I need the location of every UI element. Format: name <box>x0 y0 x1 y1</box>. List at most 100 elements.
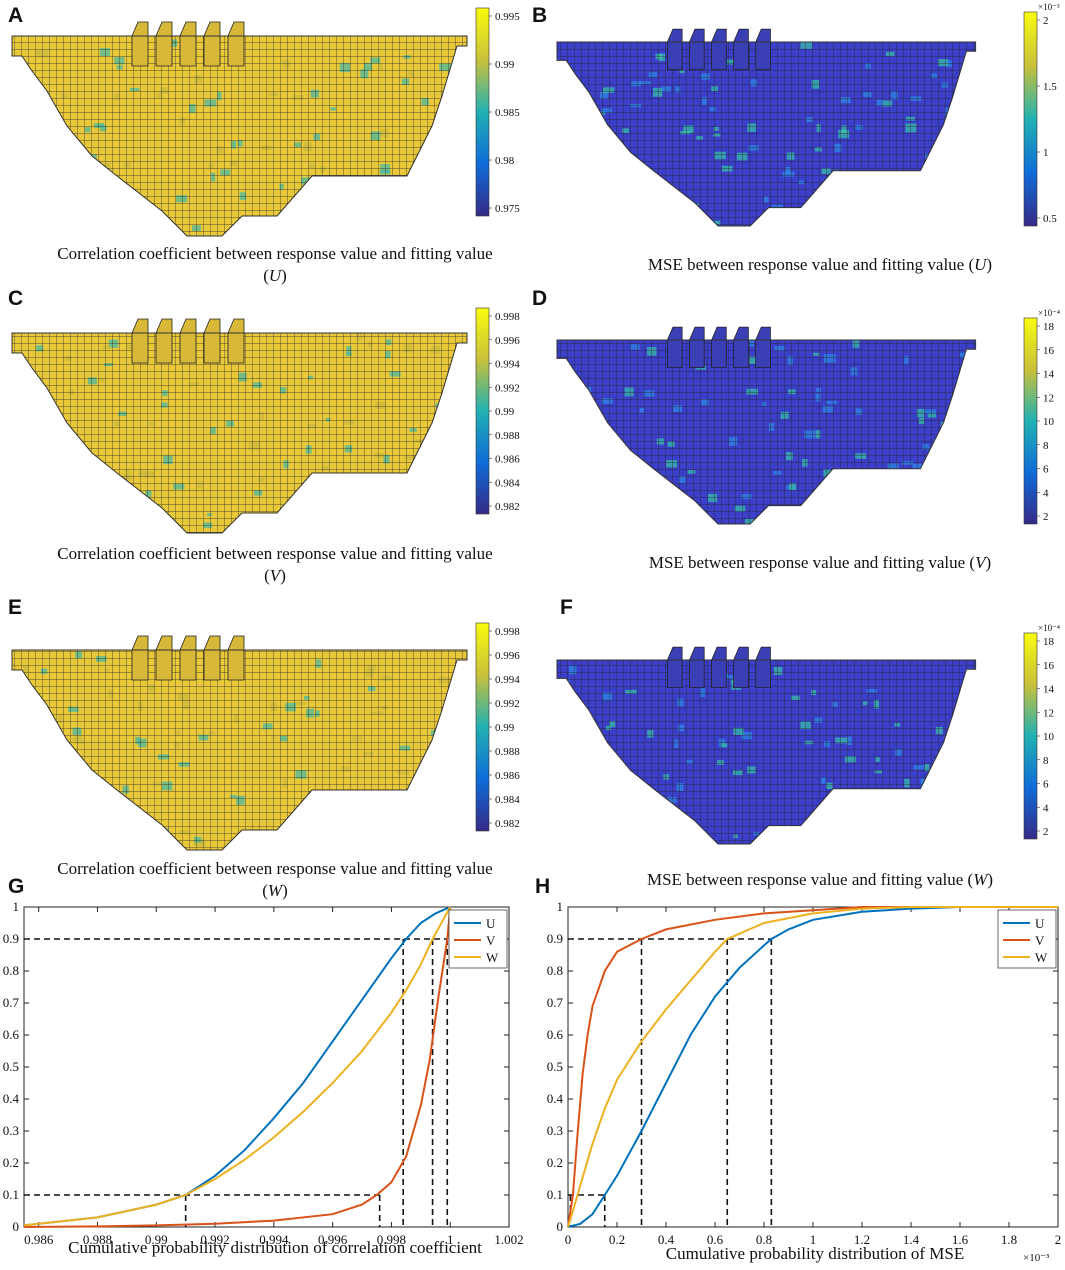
caption-f: MSE between response value and fitting v… <box>646 870 994 889</box>
dam-pier <box>227 318 245 364</box>
caption-b-var: U <box>974 255 987 274</box>
x-tick-label: 1.4 <box>903 1232 920 1247</box>
y-tick-label: 1 <box>13 899 20 914</box>
colorbar-tick-label: 0.982 <box>495 501 520 513</box>
dam-pier <box>755 326 771 369</box>
caption-f-text: MSE between response value and fitting v… <box>646 870 964 889</box>
y-tick-label: 0.1 <box>3 1187 19 1202</box>
caption-a: Correlation coefficient between response… <box>57 244 493 285</box>
colorbar-tick-label: 0.996 <box>495 335 520 347</box>
colorbar-tick-label: 0.984 <box>495 794 520 806</box>
dam-outline <box>11 35 468 237</box>
dam-pier <box>179 318 197 364</box>
dam-outline <box>11 332 468 534</box>
x-tick-label: 0.99 <box>145 1232 168 1247</box>
dam-pier <box>179 635 197 681</box>
plot-area <box>23 906 510 1228</box>
series-line-w <box>23 906 452 1227</box>
y-tick-label: 0.9 <box>547 931 563 946</box>
x-tick-label: 0.8 <box>756 1232 772 1247</box>
caption-c: Correlation coefficient between response… <box>57 544 493 585</box>
colorbar-tick-label: 0.994 <box>495 674 520 686</box>
dam-pier <box>155 635 173 681</box>
caption-c-var: V <box>269 566 281 585</box>
series-line-u <box>567 906 1058 1228</box>
y-tick-label: 0.4 <box>3 1091 20 1106</box>
series-group <box>23 906 452 1228</box>
dam-outline <box>556 41 977 227</box>
dam-pier <box>755 28 771 70</box>
x-tick-label: 0.6 <box>707 1232 724 1247</box>
colorbar-tick-label: 0.995 <box>495 11 520 23</box>
colorbar-tick-label: 0.975 <box>495 203 520 215</box>
dam-pier <box>131 21 149 67</box>
chart-g-xlabel: Cumulative probability distribution of c… <box>68 1238 482 1257</box>
colorbar-tick-label: 0.988 <box>495 746 520 758</box>
colorbar-exponent: ×10⁻³ <box>1038 2 1060 12</box>
dam-pier <box>155 318 173 364</box>
caption-c-text: Correlation coefficient between response… <box>57 544 493 563</box>
panel-letter-c: C <box>8 287 24 310</box>
x-tick-label: 0 <box>565 1232 572 1247</box>
colorbar-tick-label: 18 <box>1043 636 1055 648</box>
colorbar-tick-label: 14 <box>1043 369 1055 381</box>
y-tick-label: 0 <box>557 1219 564 1234</box>
caption-d: MSE between response value and fitting v… <box>648 553 992 572</box>
legend-label-v: V <box>1035 933 1045 948</box>
y-tick-label: 0.1 <box>547 1187 563 1202</box>
x-tick-label: 1.8 <box>1001 1232 1017 1247</box>
chart-h-xlabel: Cumulative probability distribution of M… <box>665 1244 965 1263</box>
colorbar-tick-label: 0.986 <box>495 454 520 466</box>
colorbar-tick-label: 10 <box>1043 416 1055 428</box>
colorbar-tick-label: 2 <box>1043 511 1049 523</box>
y-tick-label: 0.3 <box>547 1123 563 1138</box>
dam-pier <box>733 646 749 688</box>
y-tick-label: 0.8 <box>3 963 19 978</box>
x-tick-label: 1.002 <box>494 1232 523 1247</box>
caption-e-text: Correlation coefficient between response… <box>57 859 493 878</box>
colorbar-tick-label: 14 <box>1043 684 1055 696</box>
colorbar-tick-label: 0.992 <box>495 382 520 394</box>
colorbar-tick-label: 16 <box>1043 345 1055 357</box>
dam-outline <box>11 649 468 851</box>
caption-d-var: V <box>975 553 986 572</box>
colorbar-tick-label: 6 <box>1043 779 1049 791</box>
colorbar-tick-label: 0.984 <box>495 477 520 489</box>
dam-pier <box>689 646 705 688</box>
dam-pier <box>179 21 197 67</box>
dam-pier <box>131 318 149 364</box>
colorbar-tick-label: 10 <box>1043 731 1055 743</box>
dam-pier <box>131 635 149 681</box>
colorbar-tick-label: 12 <box>1043 707 1054 719</box>
x-tick-label: 0.994 <box>259 1232 289 1247</box>
y-tick-label: 0.3 <box>3 1123 19 1138</box>
dam-pier <box>155 21 173 67</box>
panel-letter-f: F <box>560 596 573 619</box>
dam-outline <box>556 339 977 525</box>
y-tick-label: 0.8 <box>547 963 563 978</box>
panel-letter-d: D <box>532 287 548 310</box>
dam-outline <box>556 659 977 845</box>
dam-pier <box>733 326 749 369</box>
colorbar-tick-label: 8 <box>1043 755 1049 767</box>
dam-pier <box>227 21 245 67</box>
dam-pier <box>203 21 221 67</box>
panel-letter-a: A <box>8 4 24 27</box>
dam-pier <box>667 28 683 70</box>
y-tick-label: 0.6 <box>547 1027 564 1042</box>
colorbar-tick-label: 0.99 <box>495 59 515 71</box>
colorbar-tick-label: 0.99 <box>495 406 515 418</box>
caption-b: MSE between response value and fitting v… <box>647 255 993 274</box>
colorbar-b <box>1023 11 1038 227</box>
y-tick-label: 0.7 <box>547 995 564 1010</box>
colorbar-tick-label: 0.982 <box>495 818 520 830</box>
colorbar-tick-label: 0.98 <box>495 155 515 167</box>
x-tick-label: 0.988 <box>83 1232 112 1247</box>
colorbar-tick-label: 0.992 <box>495 698 520 710</box>
dam-pier <box>711 646 727 688</box>
dam-pier <box>711 326 727 369</box>
panel-letter-b: B <box>532 4 548 27</box>
